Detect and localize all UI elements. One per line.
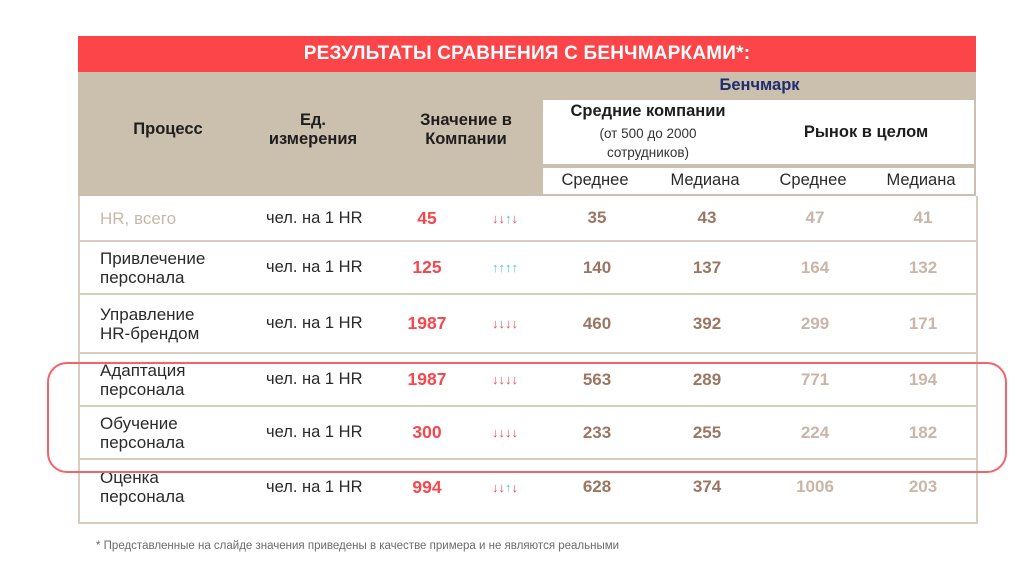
header-unit: Ед. измерения [268,111,358,148]
unit: чел. на 1 HR [266,208,363,227]
arrow-down-icon: ↓ [492,210,499,226]
arrow-up-icon: ↑ [505,260,512,275]
arrow-down-icon: ↓ [505,316,512,331]
arrow-down-icon: ↓ [511,479,519,495]
company-value: 45 [417,207,437,228]
mid-median: 374 [692,477,722,496]
arrow-up-icon: ↑ [511,260,519,275]
table-row: Управление HR-брендом чел. на 1 HR 1987 ↓ ↓ ↓ ↓… [80,295,976,354]
header-process: Процесс [133,120,203,138]
market-avg: 164 [800,257,830,277]
subheader-market-avg: Среднее [779,171,847,189]
mid-avg: 140 [582,257,612,277]
arrow-down-icon: ↓ [511,372,519,387]
unit: чел. на 1 HR [266,477,363,496]
header-mid-companies: Средние компании [570,102,726,120]
arrow-down-icon: ↓ [505,372,512,387]
arrow-down-icon: ↓ [505,425,512,440]
trend-arrows: ↓ ↓ ↓ ↓ [475,354,535,405]
market-median: 182 [908,422,938,442]
table-row: Привлечение персонала чел. на 1 HR 125 ↑ ↑ ↑ ↑ 1… [80,242,976,295]
company-value: 1987 [407,313,447,333]
arrow-down-icon: ↓ [498,479,506,495]
market-median: 203 [908,477,938,496]
market-avg: 299 [800,313,830,333]
arrow-up-icon: ↑ [505,210,512,226]
subheader-mid-median: Медиана [670,171,740,189]
trend-arrows: ↓ ↓ ↓ ↓ [475,295,535,352]
arrow-up-icon: ↑ [505,479,512,495]
table-row: Оценка персонала чел. на 1 HR 994 ↓ ↓ ↑ ↓ 628 374… [80,460,976,514]
arrow-up-icon: ↑ [492,260,499,275]
process-name: Оценка персонала [100,468,185,506]
arrow-down-icon: ↓ [498,210,506,226]
market-avg: 47 [805,208,825,227]
trend-arrows: ↓ ↓ ↑ ↓ [475,460,535,514]
market-median: 41 [913,208,933,227]
company-value: 1987 [407,369,447,389]
unit: чел. на 1 HR [266,258,363,276]
arrow-up-icon: ↑ [498,260,506,275]
mid-median: 392 [692,313,722,333]
company-value: 125 [412,257,442,277]
header-benchmark: Бенчмарк [719,76,800,94]
table-row: HR, всего чел. на 1 HR 45 ↓ ↓ ↑ ↓ 35 43 47 41 [80,196,976,242]
market-avg: 1006 [796,477,834,496]
mid-median: 137 [692,257,722,277]
arrow-down-icon: ↓ [511,425,519,440]
process-name: Адаптация персонала [100,360,186,399]
mid-median: 289 [692,369,722,389]
table-header: Процесс Ед. измерения Значение в Компани… [78,72,976,196]
table-row: Адаптация персонала чел. на 1 HR 1987 ↓ ↓ ↓ ↓ 56… [80,354,976,407]
subheader-mid-avg: Среднее [561,171,629,189]
trend-arrows: ↑ ↑ ↑ ↑ [475,242,535,293]
header-mid-companies-sub: (от 500 до 2000 сотрудников) [599,126,697,160]
market-median: 194 [908,369,938,389]
mid-avg: 233 [582,422,612,442]
arrow-down-icon: ↓ [492,316,499,331]
table-title: РЕЗУЛЬТАТЫ СРАВНЕНИЯ С БЕНЧМАРКАМИ*: [78,36,976,72]
mid-avg: 563 [582,369,612,389]
arrow-down-icon: ↓ [511,210,519,226]
company-value: 994 [412,476,442,497]
arrow-down-icon: ↓ [498,316,506,331]
market-median: 132 [908,257,938,277]
arrow-down-icon: ↓ [511,316,519,331]
trend-arrows: ↓ ↓ ↑ ↓ [475,196,535,240]
header-company-value: Значение в Компании [420,111,512,148]
table-body: HR, всего чел. на 1 HR 45 ↓ ↓ ↑ ↓ 35 43 47 41 Привл… [78,196,978,524]
process-name: Управление HR-брендом [100,304,200,343]
process-name: HR, всего [100,208,177,228]
process-name: Обучение персонала [100,413,185,452]
process-name: Привлечение персонала [100,248,206,287]
company-value: 300 [412,422,442,442]
arrow-down-icon: ↓ [498,372,506,387]
arrow-down-icon: ↓ [498,425,506,440]
subheader-market-median: Медиана [886,171,956,189]
mid-avg: 460 [582,313,612,333]
benchmark-subheader-bg [543,100,974,164]
mid-avg: 35 [587,208,607,227]
arrow-down-icon: ↓ [492,425,499,440]
mid-median: 43 [697,208,717,227]
header-market: Рынок в целом [803,123,929,141]
market-avg: 771 [800,369,830,389]
table-row: Обучение персонала чел. на 1 HR 300 ↓ ↓ ↓ ↓ 233 2… [80,407,976,460]
market-median: 171 [908,313,938,333]
market-avg: 224 [800,422,830,442]
footnote: * Представленные на слайде значения прив… [96,540,620,552]
mid-avg: 628 [582,477,612,496]
benchmark-subcolumns-bg [543,168,974,194]
trend-arrows: ↓ ↓ ↓ ↓ [475,407,535,458]
arrow-down-icon: ↓ [492,479,499,495]
arrow-down-icon: ↓ [492,372,499,387]
unit: чел. на 1 HR [266,314,363,332]
unit: чел. на 1 HR [266,423,363,441]
mid-median: 255 [692,422,722,442]
unit: чел. на 1 HR [266,370,363,388]
